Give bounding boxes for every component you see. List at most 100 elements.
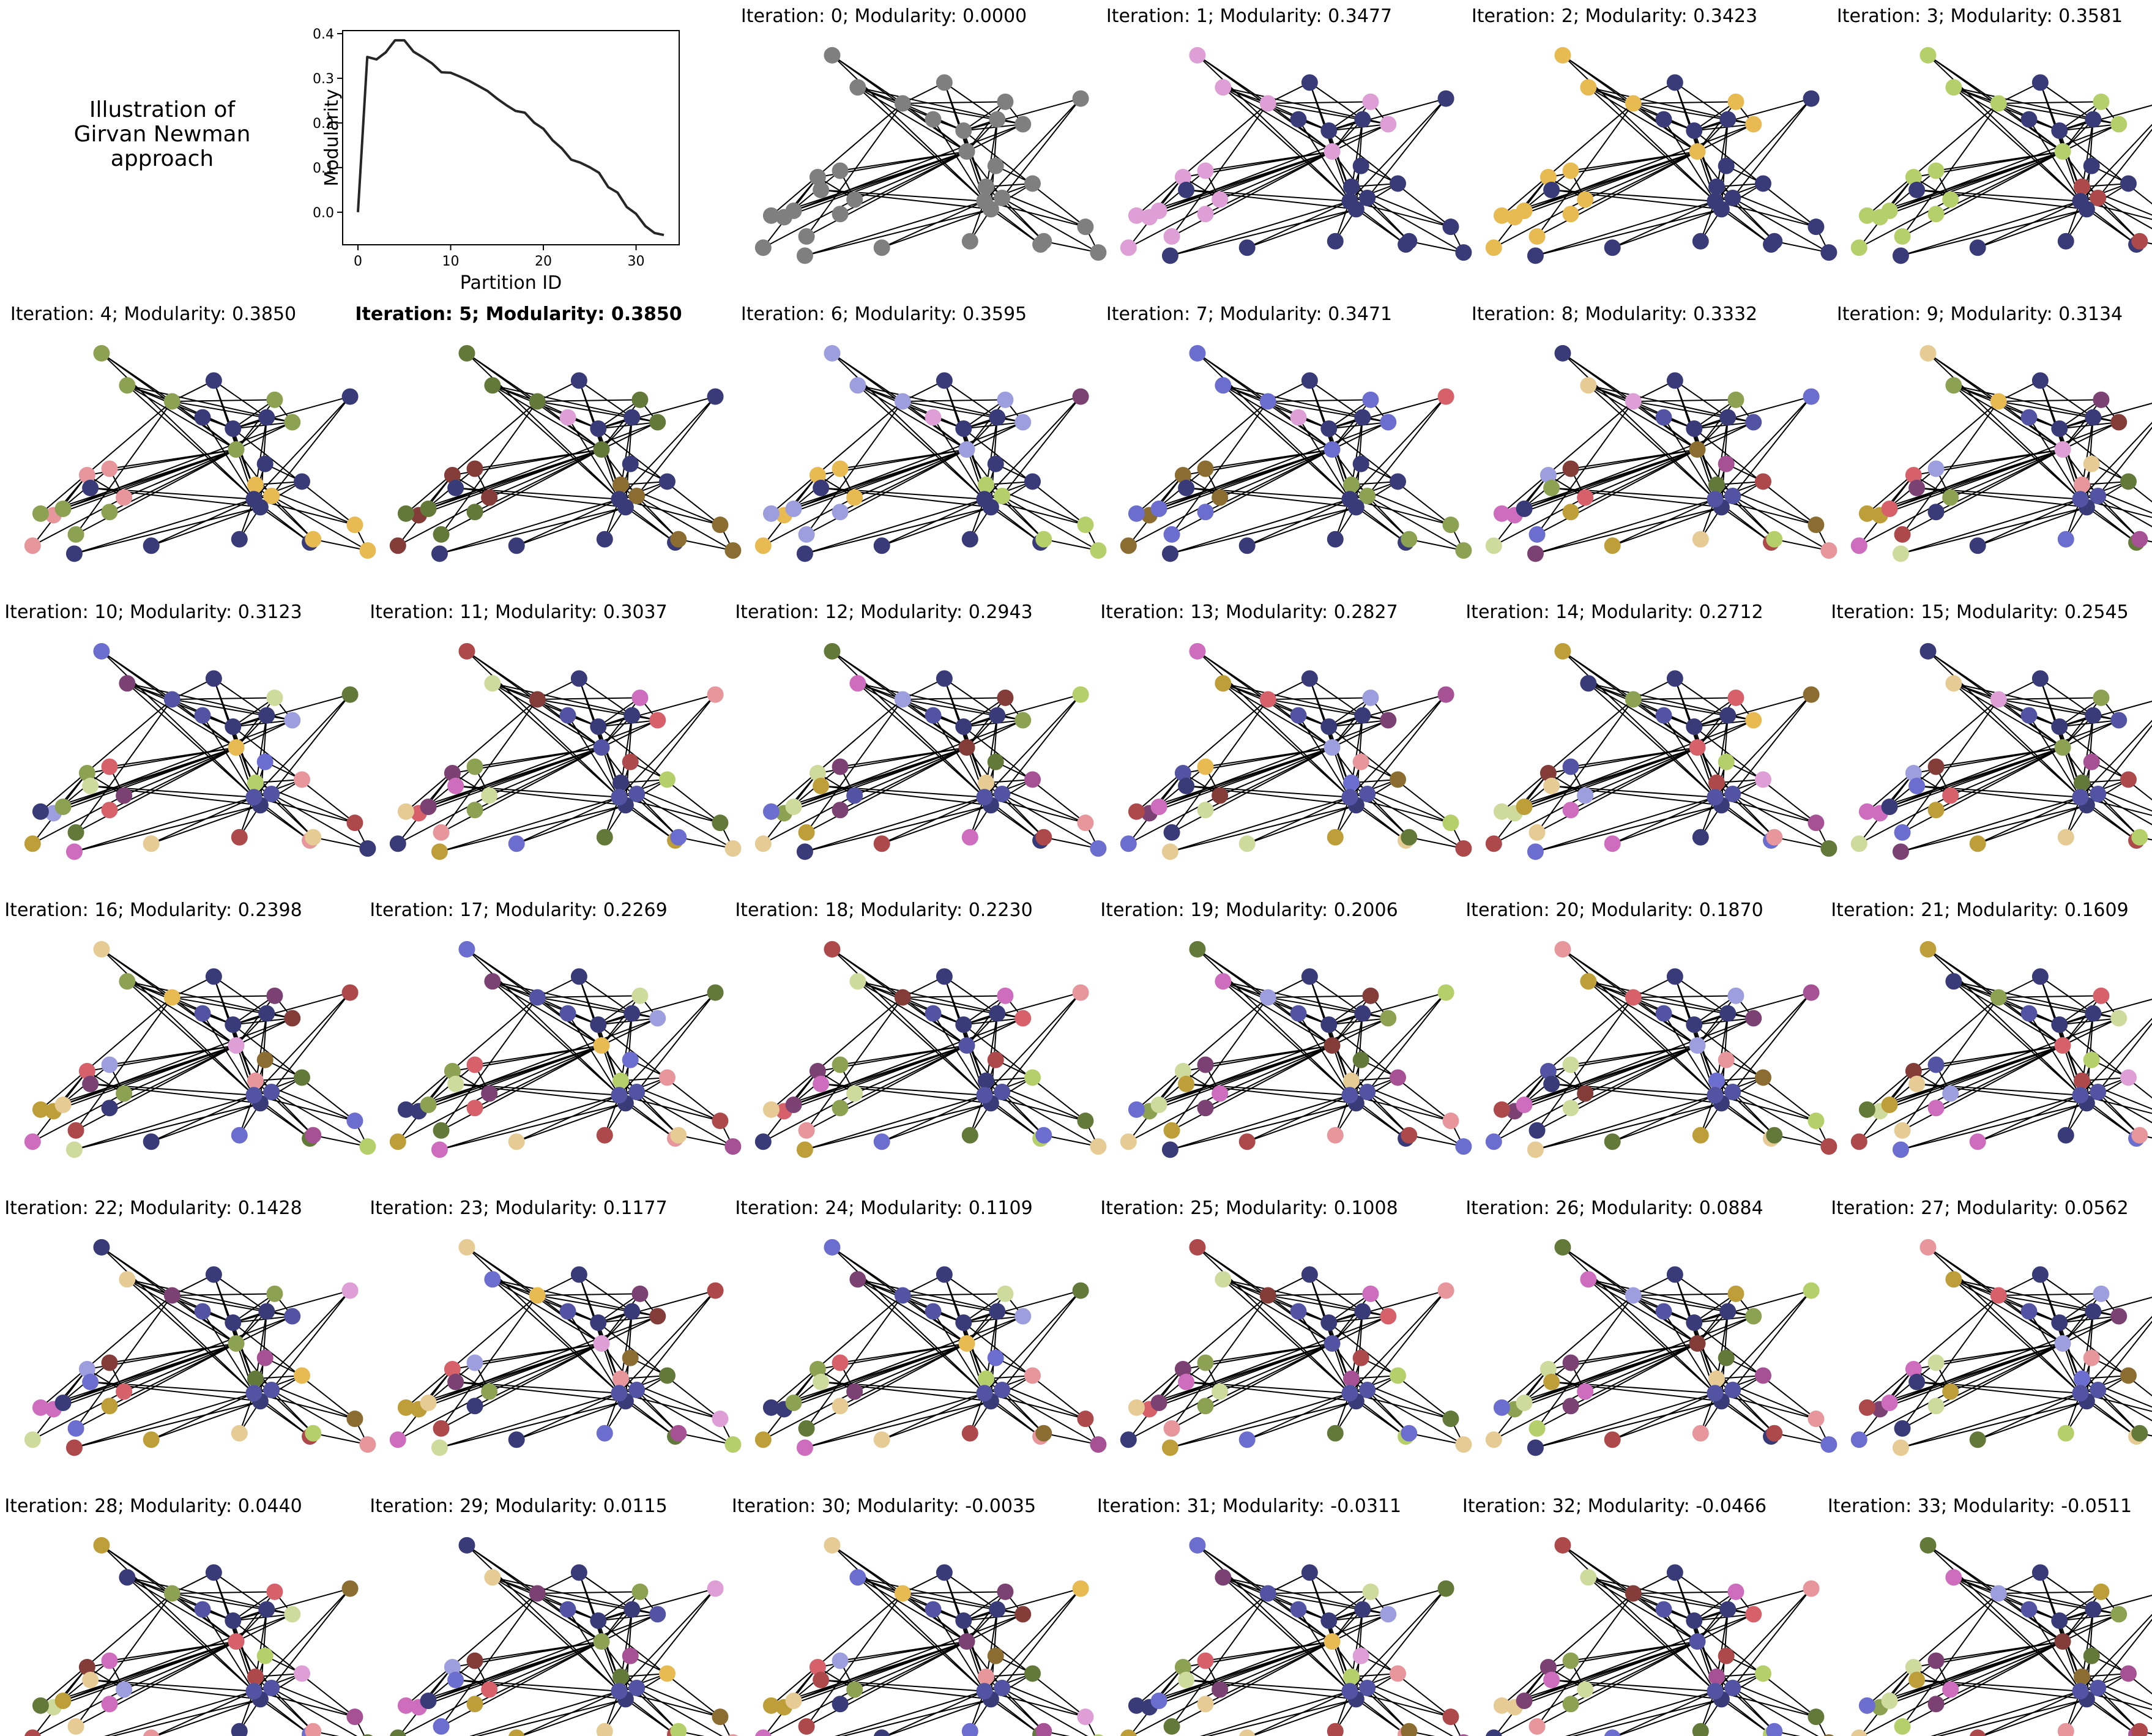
network-node	[1707, 1683, 1724, 1700]
network-node	[2020, 1303, 2038, 1320]
network-node	[1803, 90, 1820, 107]
network-edge	[213, 380, 267, 418]
network-node	[1341, 491, 1358, 508]
network-edge	[881, 1102, 991, 1142]
network-node	[1161, 1141, 1178, 1158]
network-edge	[1588, 1278, 1716, 1394]
network-node	[2054, 441, 2071, 458]
network-node	[1707, 193, 1724, 210]
network-node	[1604, 1431, 1621, 1448]
network-edge	[1309, 1572, 1363, 1610]
network-edge	[1916, 785, 2087, 806]
network-edge	[1866, 103, 1999, 217]
network-node	[228, 739, 245, 756]
network-node	[1543, 1373, 1560, 1390]
network-edge	[1223, 980, 1350, 1096]
network-node	[2020, 1005, 2038, 1022]
network-edge	[984, 1290, 1081, 1394]
network-edge	[1902, 103, 2000, 237]
network-edge	[1043, 1730, 1070, 1736]
network-node	[1945, 377, 1962, 394]
network-node	[2110, 712, 2128, 729]
network-edge	[793, 1018, 1024, 1106]
network-node	[2083, 1647, 2100, 1664]
network-edge	[1674, 976, 1716, 1096]
network-node	[798, 526, 815, 543]
network-edge	[270, 396, 351, 497]
network-node	[624, 707, 641, 724]
network-node	[1540, 1360, 1557, 1377]
network-edge	[1715, 183, 1763, 202]
network-edge	[1268, 697, 1371, 700]
network-node	[2020, 111, 2038, 128]
network-node	[754, 1133, 772, 1150]
network-node	[359, 840, 376, 857]
network-node	[1128, 1399, 1145, 1416]
network-node	[1754, 1665, 1771, 1682]
network-node	[1543, 1075, 1560, 1092]
network-node	[1850, 1431, 1867, 1448]
network-node	[245, 491, 262, 508]
network-node	[1352, 1051, 1369, 1068]
network-edge	[1674, 1572, 1729, 1610]
network-edge	[1663, 417, 1716, 500]
network-edge	[1953, 980, 2060, 1026]
network-node	[1754, 473, 1771, 490]
network-edge	[1002, 197, 1099, 253]
figure-intro-text: Illustration of Girvan Newman approach	[18, 98, 306, 171]
network-node	[2131, 233, 2148, 250]
network-edge	[1158, 720, 1389, 808]
network-edge	[1223, 384, 1330, 430]
network-node	[2120, 1665, 2137, 1682]
network-edge	[202, 1609, 255, 1692]
network-node	[785, 1692, 802, 1709]
network-edge	[793, 1614, 1024, 1702]
network-node	[1238, 835, 1256, 852]
network-panel-16: Iteration: 16; Modularity: 0.2398	[4, 900, 376, 1158]
network-node	[529, 1585, 546, 1602]
network-node	[989, 1005, 1006, 1022]
network-edge	[1366, 1389, 1410, 1434]
network-node	[873, 1729, 890, 1736]
network-edge	[233, 720, 292, 728]
panel-title: Iteration: 1; Modularity: 0.3477	[1106, 6, 1392, 27]
network-panel-20: Iteration: 20; Modularity: 0.1870	[1465, 900, 1837, 1158]
network-edge	[1001, 1687, 1044, 1732]
network-panel-27: Iteration: 27; Modularity: 0.0562	[1831, 1198, 2152, 1456]
network-edge	[1524, 720, 1754, 808]
network-edge	[1524, 1614, 1754, 1702]
network-panel-8: Iteration: 8; Modularity: 0.3332	[1472, 304, 1837, 562]
network-edge	[821, 189, 985, 202]
network-node	[1359, 1382, 1376, 1399]
network-edge	[233, 694, 351, 728]
network-edge	[2097, 1091, 2140, 1136]
network-edge	[492, 682, 620, 798]
network-node	[785, 202, 802, 219]
network-edge	[233, 1018, 292, 1026]
network-node	[82, 479, 99, 496]
network-edge	[770, 699, 903, 813]
network-node	[1290, 1005, 1307, 1022]
network-node	[1942, 191, 1959, 208]
network-edge	[805, 498, 985, 554]
network-node	[1905, 466, 1922, 483]
panel-title: Iteration: 28; Modularity: 0.0440	[4, 1496, 302, 1517]
network-node	[796, 247, 813, 264]
network-edge	[1328, 1620, 1451, 1718]
network-edge	[578, 1572, 620, 1692]
network-edge	[1953, 682, 2081, 798]
network-edge	[439, 796, 620, 852]
network-edge	[213, 678, 255, 798]
network-edge	[1694, 1290, 1812, 1324]
network-edge	[963, 1024, 1086, 1122]
network-edge	[963, 130, 1086, 228]
network-node	[987, 455, 1004, 472]
network-node	[1689, 1335, 1706, 1352]
network-node	[649, 414, 666, 431]
network-edge	[1715, 481, 1763, 500]
network-edge	[636, 992, 716, 1093]
network-node	[2072, 193, 2089, 210]
network-node	[433, 1122, 450, 1139]
network-edge	[793, 720, 1024, 808]
network-edge	[1524, 1316, 1754, 1404]
